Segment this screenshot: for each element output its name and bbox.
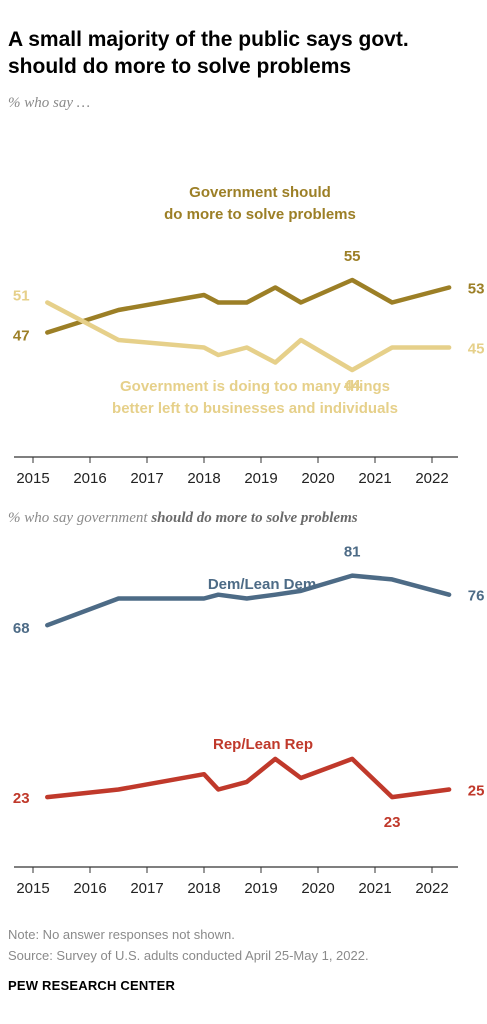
x-tick-label: 2018 (187, 470, 220, 487)
series-name-label: do more to solve problems (164, 206, 356, 223)
chart2-subtitle-bold: should do more to solve problems (151, 510, 358, 526)
series-line (45, 756, 452, 800)
x-tick-label: 2021 (358, 880, 391, 897)
x-tick-label: 2015 (16, 880, 49, 897)
x-tick-label: 2016 (73, 470, 106, 487)
data-label: 45 (468, 341, 485, 358)
x-tick-label: 2020 (301, 880, 334, 897)
x-tick-label: 2021 (358, 470, 391, 487)
data-label: 68 (13, 620, 30, 637)
data-label: 23 (13, 790, 30, 807)
chart-overall: 2015 2016 2017 2018 2019 2020 2021 2022 Governme… (13, 184, 485, 487)
x-tick-label: 2015 (16, 470, 49, 487)
data-label: 81 (344, 544, 361, 561)
series-name-label: Government is doing too many things (120, 378, 390, 395)
x-tick-label: 2020 (301, 470, 334, 487)
data-label: 23 (384, 814, 401, 831)
x-tick-label: 2019 (244, 880, 277, 897)
chart-subtitle: % who say … (8, 95, 91, 111)
chart2-subtitle: % who say government should do more to s… (8, 509, 478, 528)
data-label: 25 (468, 783, 485, 800)
chart2-subtitle-prefix: % who say government (8, 510, 152, 526)
series-name-label: Government should (189, 184, 331, 201)
series-line (45, 573, 452, 628)
source: Source: Survey of U.S. adults conducted … (8, 948, 369, 963)
data-label: 55 (344, 248, 361, 265)
series-name-label: Rep/Lean Rep (213, 736, 313, 753)
series-line (45, 277, 452, 335)
data-label: 53 (468, 281, 485, 298)
data-label: 44 (344, 377, 361, 394)
series-name-label: better left to businesses and individual… (112, 400, 398, 417)
data-label: 76 (468, 588, 485, 605)
data-label: 51 (13, 288, 30, 305)
x-tick-label: 2019 (244, 470, 277, 487)
x-tick-label: 2022 (415, 880, 448, 897)
x-tick-label: 2017 (130, 470, 163, 487)
series-name-label: Dem/Lean Dem (208, 576, 316, 593)
note: Note: No answer responses not shown. (8, 927, 235, 942)
x-tick-label: 2018 (187, 880, 220, 897)
chart-title: A small majority of the public says govt… (8, 28, 409, 78)
series-line (45, 300, 452, 373)
x-tick-label: 2017 (130, 880, 163, 897)
org-name: PEW RESEARCH CENTER (8, 978, 176, 993)
data-label: 47 (13, 328, 30, 345)
x-tick-label: 2022 (415, 470, 448, 487)
x-tick-label: 2016 (73, 880, 106, 897)
